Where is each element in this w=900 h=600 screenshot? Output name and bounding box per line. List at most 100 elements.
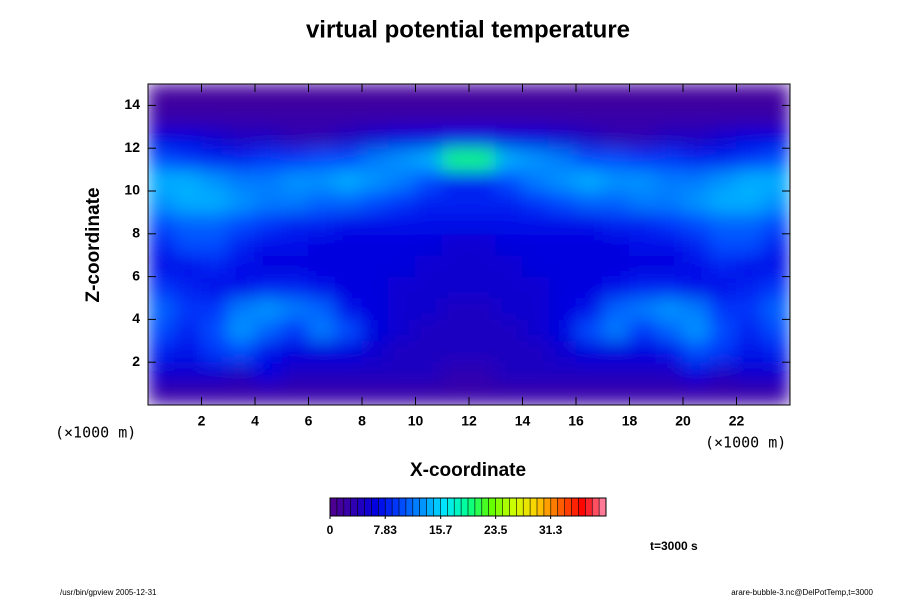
heat-cell <box>655 169 684 192</box>
heat-cell <box>174 297 202 320</box>
heat-cell <box>655 254 684 278</box>
colorbar-frame <box>329 497 607 517</box>
heat-cell <box>655 84 684 106</box>
heat-cell <box>441 297 470 320</box>
x-tick-label: 10 <box>408 413 424 429</box>
heat-cell <box>522 276 550 299</box>
heatmap-cells <box>148 84 790 405</box>
heat-cell <box>441 190 470 213</box>
heat-cell <box>227 233 256 256</box>
heat-cell <box>709 126 737 149</box>
heat-cell <box>629 211 657 235</box>
x-tick-label: 12 <box>461 413 477 429</box>
heat-cell <box>575 361 604 385</box>
y-tick-label: 8 <box>132 225 140 241</box>
heat-cell <box>201 169 229 192</box>
time-annotation: t=3000 s <box>650 539 698 553</box>
heat-cell <box>468 383 497 405</box>
heat-cell <box>682 383 711 405</box>
heat-cell <box>148 361 176 385</box>
heat-cell <box>308 84 336 106</box>
heat-cell <box>174 361 202 385</box>
heat-cell <box>308 297 336 320</box>
heat-cell <box>682 276 711 299</box>
heat-cell <box>629 190 657 213</box>
x-tick-label: 16 <box>568 413 584 429</box>
heat-cell <box>174 169 202 192</box>
y-tick-label: 6 <box>132 267 140 283</box>
heat-cell <box>736 233 764 256</box>
heat-cell <box>174 84 202 106</box>
heat-cell <box>361 169 390 192</box>
colorbar-tick-label: 15.7 <box>429 523 453 537</box>
heat-cell <box>709 84 737 106</box>
x-tick-label: 18 <box>622 413 638 429</box>
heat-cell <box>709 383 737 405</box>
colorbar-cell <box>454 498 462 516</box>
heat-cell <box>762 104 790 128</box>
heat-cell <box>762 340 790 363</box>
colorbar-cell <box>495 498 503 516</box>
heat-cell <box>334 147 363 171</box>
heat-cell <box>227 211 256 235</box>
heat-cell <box>575 104 604 128</box>
heat-cell <box>201 361 229 385</box>
heat-cell <box>415 147 443 171</box>
heat-cell <box>174 126 202 149</box>
heat-cell <box>148 297 176 320</box>
heat-cell <box>254 340 283 363</box>
heat-cell <box>148 211 176 235</box>
heat-cell <box>655 126 684 149</box>
heat-cell <box>415 361 443 385</box>
heat-cell <box>308 340 336 363</box>
heat-cell <box>762 190 790 213</box>
heat-cell <box>201 126 229 149</box>
heat-cell <box>227 297 256 320</box>
y-tick-label: 14 <box>124 96 140 112</box>
colorbar-tick-label: 0 <box>327 523 334 537</box>
heat-cell <box>575 211 604 235</box>
heat-cell <box>575 297 604 320</box>
heat-cell <box>602 383 630 405</box>
heat-cell <box>602 297 630 320</box>
heat-cell <box>281 340 309 363</box>
heat-cell <box>575 383 604 405</box>
heat-cell <box>629 126 657 149</box>
x-tick-label: 20 <box>675 413 691 429</box>
heat-cell <box>174 318 202 342</box>
colorbar-cell <box>578 498 586 516</box>
heat-cell <box>602 276 630 299</box>
heat-cell <box>575 190 604 213</box>
heat-cell <box>281 233 309 256</box>
heat-cell <box>575 147 604 171</box>
heat-cell <box>441 276 470 299</box>
heat-cell <box>388 318 416 342</box>
heat-cell <box>308 233 336 256</box>
heat-cell <box>281 104 309 128</box>
heat-cell <box>548 383 577 405</box>
heat-cell <box>254 147 283 171</box>
heat-cell <box>762 147 790 171</box>
heat-cell <box>201 383 229 405</box>
chart-title: virtual potential temperature <box>306 16 630 43</box>
heat-cell <box>602 190 630 213</box>
heat-cell <box>334 318 363 342</box>
heat-cell <box>388 297 416 320</box>
heat-cell <box>308 276 336 299</box>
heat-cell <box>308 126 336 149</box>
heat-cell <box>736 383 764 405</box>
heat-cell <box>334 383 363 405</box>
heat-cell <box>548 318 577 342</box>
heat-cell <box>575 276 604 299</box>
heat-cell <box>334 84 363 106</box>
heat-cell <box>495 361 523 385</box>
heat-cell <box>388 340 416 363</box>
heat-cell <box>201 147 229 171</box>
heat-cell <box>736 169 764 192</box>
heat-cell <box>281 211 309 235</box>
heat-cell <box>441 340 470 363</box>
colorbar-cell <box>468 498 476 516</box>
colorbar-tick-label: 23.5 <box>484 523 508 537</box>
heat-cell <box>361 361 390 385</box>
